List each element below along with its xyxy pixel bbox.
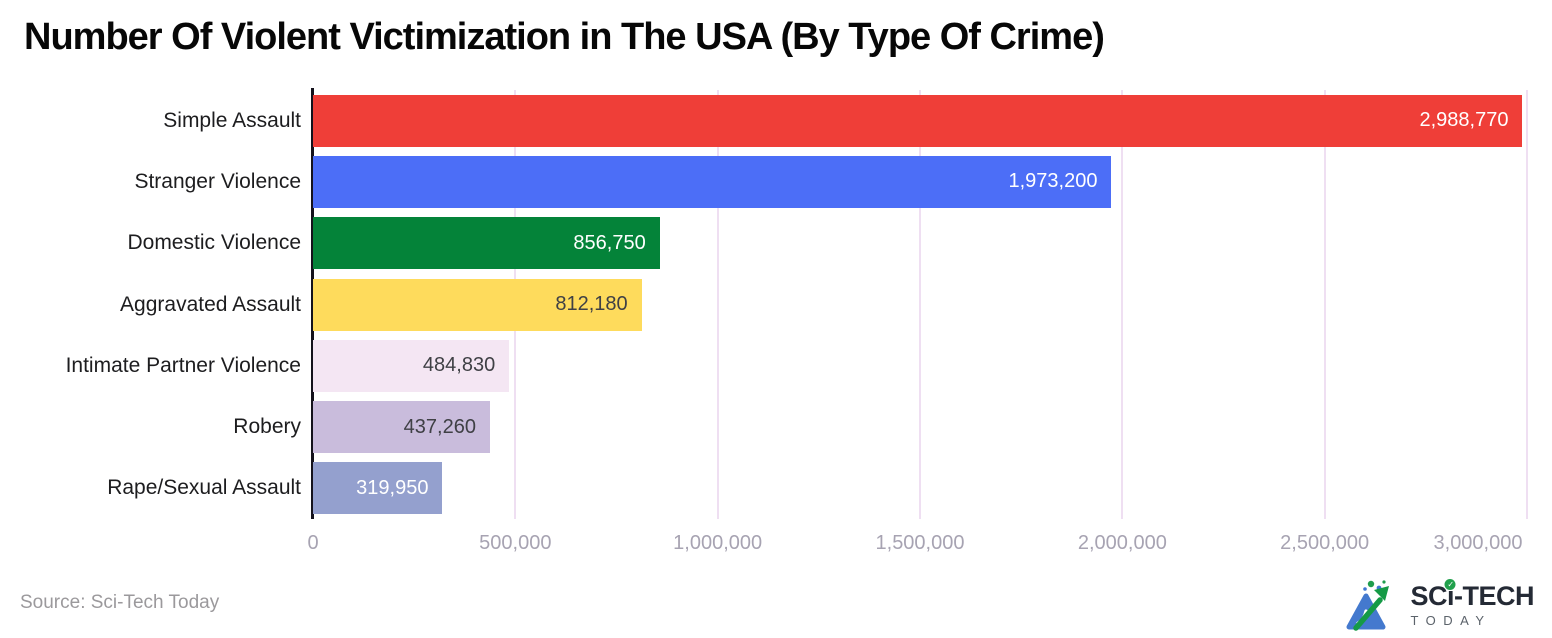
logo-text: SC i ✓ -TECH TODAY — [1410, 578, 1535, 628]
bar: 1,973,200 — [313, 155, 1112, 208]
bar: 2,988,770 — [313, 94, 1523, 147]
bar-value-label: 856,750 — [573, 231, 646, 254]
check-icon: ✓ — [1444, 578, 1456, 590]
source-note: Source: Sci-Tech Today — [20, 592, 220, 613]
bar-value-label: 319,950 — [356, 476, 429, 499]
bar-value-label: 1,973,200 — [1008, 170, 1098, 193]
bar-value-label: 2,988,770 — [1419, 109, 1509, 132]
chart-title: Number Of Violent Victimization in The U… — [24, 16, 1105, 58]
category-label: Rape/Sexual Assault — [107, 476, 301, 500]
x-tick-label: 1,000,000 — [673, 532, 763, 554]
y-axis-line — [311, 88, 314, 519]
logo-sc: SC — [1410, 580, 1447, 611]
gridline — [1526, 90, 1528, 519]
bar: 856,750 — [313, 217, 660, 270]
x-tick-label: 1,500,000 — [875, 532, 965, 554]
bar: 437,260 — [313, 401, 490, 454]
logo-today: TODAY — [1410, 612, 1492, 628]
x-tick-label: 500,000 — [479, 532, 552, 554]
bar: 319,950 — [313, 462, 443, 515]
scitech-today-logo: SC i ✓ -TECH TODAY — [1345, 578, 1535, 632]
category-label: Robery — [233, 415, 301, 439]
category-label: Intimate Partner Violence — [65, 353, 301, 377]
gridline — [919, 90, 921, 519]
bar-value-label: 484,830 — [422, 354, 496, 377]
gridline — [716, 90, 719, 519]
bar-value-label: 437,260 — [403, 415, 476, 438]
category-label: Stranger Violence — [134, 169, 301, 193]
bar: 484,830 — [313, 339, 510, 392]
logo-tech: -TECH — [1454, 580, 1535, 611]
x-tick-label: 2,500,000 — [1280, 532, 1370, 554]
x-tick-label: 3,000,000 — [1433, 532, 1523, 554]
bar: 812,180 — [313, 278, 642, 331]
bar-value-label: 812,180 — [555, 293, 628, 315]
category-label: Simple Assault — [163, 108, 301, 132]
logo-mark-icon — [1346, 580, 1390, 631]
gridline — [1323, 90, 1326, 519]
logo-line1: SC i ✓ -TECH — [1410, 578, 1535, 611]
category-label: Domestic Violence — [127, 231, 301, 255]
logo-i: i ✓ — [1444, 578, 1456, 611]
x-tick-label: 2,000,000 — [1077, 532, 1167, 554]
gridline — [1121, 90, 1124, 519]
category-label: Aggravated Assault — [120, 292, 301, 316]
x-tick-label: 0 — [307, 532, 319, 554]
